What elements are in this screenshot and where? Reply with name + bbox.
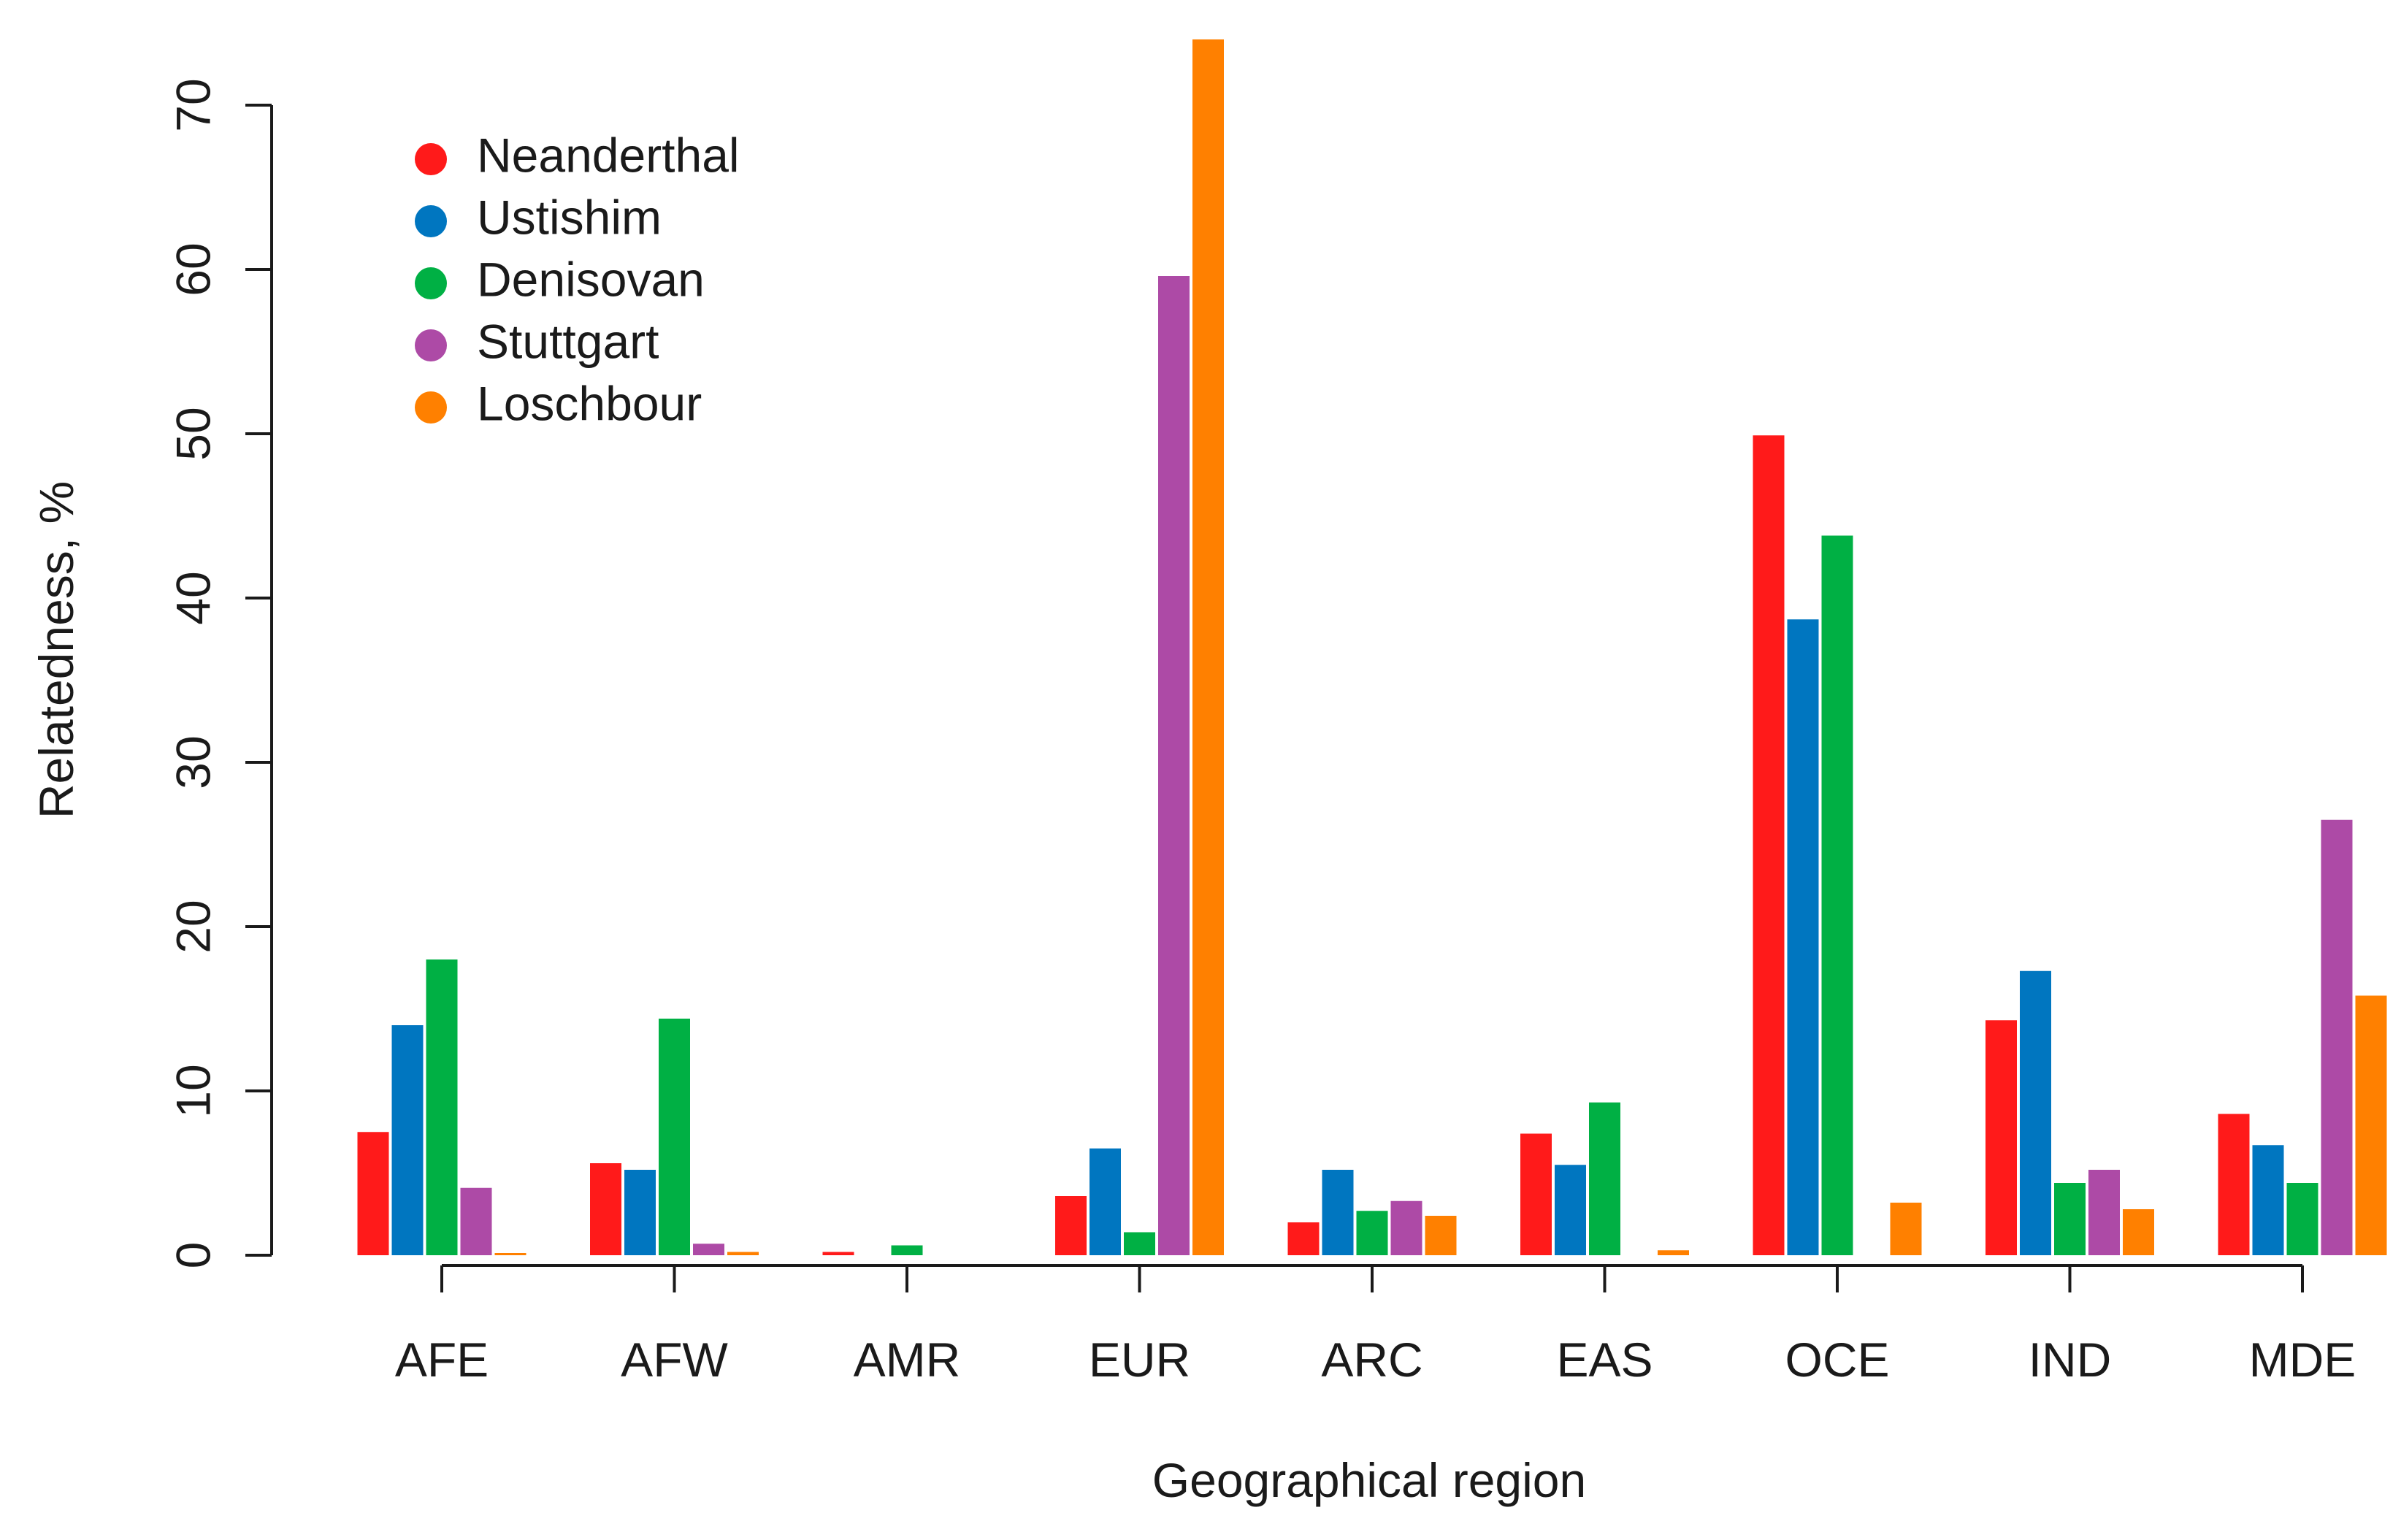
legend: Neanderthal Ustishim Denisovan Stuttgart Los…: [415, 128, 740, 430]
bar-eur-stuttgart: [1158, 276, 1190, 1255]
x-tick-label: OCE: [1785, 1333, 1889, 1387]
bar-mde-ustishim: [2252, 1145, 2284, 1255]
bar-afe-denisovan: [426, 959, 458, 1255]
bar-ind-denisovan: [2054, 1183, 2086, 1255]
y-tick-label: 0: [166, 1242, 220, 1269]
legend-marker-denisovan: [415, 267, 447, 299]
x-tick-label: IND: [2029, 1333, 2112, 1387]
legend-label-neanderthal: Neanderthal: [477, 128, 740, 182]
legend-marker-loschbour: [415, 391, 447, 424]
bar-eas-neanderthal: [1520, 1133, 1552, 1255]
legend-marker-neanderthal: [415, 143, 447, 175]
y-axis-title: Relatedness, %: [29, 481, 83, 819]
bar-arc-denisovan: [1356, 1211, 1388, 1255]
bar-oce-neanderthal: [1753, 435, 1785, 1255]
x-axis: AFE AFW AMR EUR ARC EAS OCE IND MDE: [395, 1264, 2356, 1387]
bar-amr-neanderthal: [822, 1252, 854, 1255]
y-tick-label: 70: [166, 78, 220, 131]
bar-ind-ustishim: [2020, 970, 2051, 1255]
y-tick-label: 40: [166, 571, 220, 624]
bar-afw-ustishim: [624, 1170, 656, 1255]
x-tick-label: AFE: [395, 1333, 489, 1387]
bar-arc-stuttgart: [1390, 1200, 1422, 1255]
x-tick-label: AMR: [854, 1333, 961, 1387]
bar-mde-neanderthal: [2218, 1114, 2250, 1255]
bar-eur-ustishim: [1090, 1148, 1121, 1255]
bar-oce-loschbour: [1890, 1203, 1922, 1255]
bar-afw-stuttgart: [693, 1244, 724, 1255]
legend-label-stuttgart: Stuttgart: [477, 314, 659, 368]
bar-mde-stuttgart: [2321, 819, 2353, 1255]
bar-oce-denisovan: [1821, 535, 1853, 1255]
bar-eas-loschbour: [1658, 1250, 1689, 1255]
y-tick-label: 20: [166, 900, 220, 953]
bar-eas-denisovan: [1589, 1102, 1620, 1255]
bars: [357, 39, 2387, 1255]
legend-label-denisovan: Denisovan: [477, 252, 705, 306]
bar-afw-loschbour: [727, 1252, 759, 1255]
bar-afw-denisovan: [659, 1019, 690, 1255]
legend-label-ustishim: Ustishim: [477, 190, 662, 244]
bar-afe-loschbour: [494, 1253, 526, 1255]
y-tick-label: 10: [166, 1064, 220, 1117]
x-tick-label: AFW: [621, 1333, 728, 1387]
y-axis: 0 10 20 30 40 50 60 70: [166, 78, 273, 1269]
bar-mde-denisovan: [2286, 1183, 2318, 1255]
bar-oce-ustishim: [1787, 619, 1819, 1255]
bar-amr-denisovan: [891, 1245, 923, 1255]
y-tick-label: 30: [166, 735, 220, 789]
x-tick-label: ARC: [1321, 1333, 1422, 1387]
bar-arc-loschbour: [1425, 1216, 1457, 1255]
bar-eas-ustishim: [1555, 1165, 1586, 1255]
y-tick-label: 60: [166, 242, 220, 296]
legend-marker-stuttgart: [415, 329, 447, 361]
legend-label-loschbour: Loschbour: [477, 376, 702, 430]
bar-afe-ustishim: [391, 1025, 424, 1255]
bar-arc-ustishim: [1322, 1170, 1354, 1255]
bar-afe-neanderthal: [357, 1132, 389, 1255]
bar-eur-neanderthal: [1055, 1196, 1087, 1255]
bar-eur-loschbour: [1192, 39, 1224, 1255]
bar-afe-stuttgart: [460, 1187, 492, 1255]
legend-marker-ustishim: [415, 205, 447, 237]
bar-mde-loschbour: [2355, 995, 2387, 1255]
x-tick-label: EUR: [1089, 1333, 1190, 1387]
bar-ind-neanderthal: [1985, 1020, 2017, 1255]
bar-arc-neanderthal: [1287, 1222, 1320, 1255]
bar-afw-neanderthal: [590, 1163, 621, 1255]
bar-ind-stuttgart: [2088, 1170, 2120, 1255]
y-tick-label: 50: [166, 407, 220, 460]
x-axis-title: Geographical region: [1152, 1453, 1586, 1507]
bar-eur-denisovan: [1124, 1232, 1155, 1255]
x-tick-label: EAS: [1556, 1333, 1653, 1387]
bar-ind-loschbour: [2123, 1209, 2154, 1255]
x-tick-label: MDE: [2249, 1333, 2356, 1387]
